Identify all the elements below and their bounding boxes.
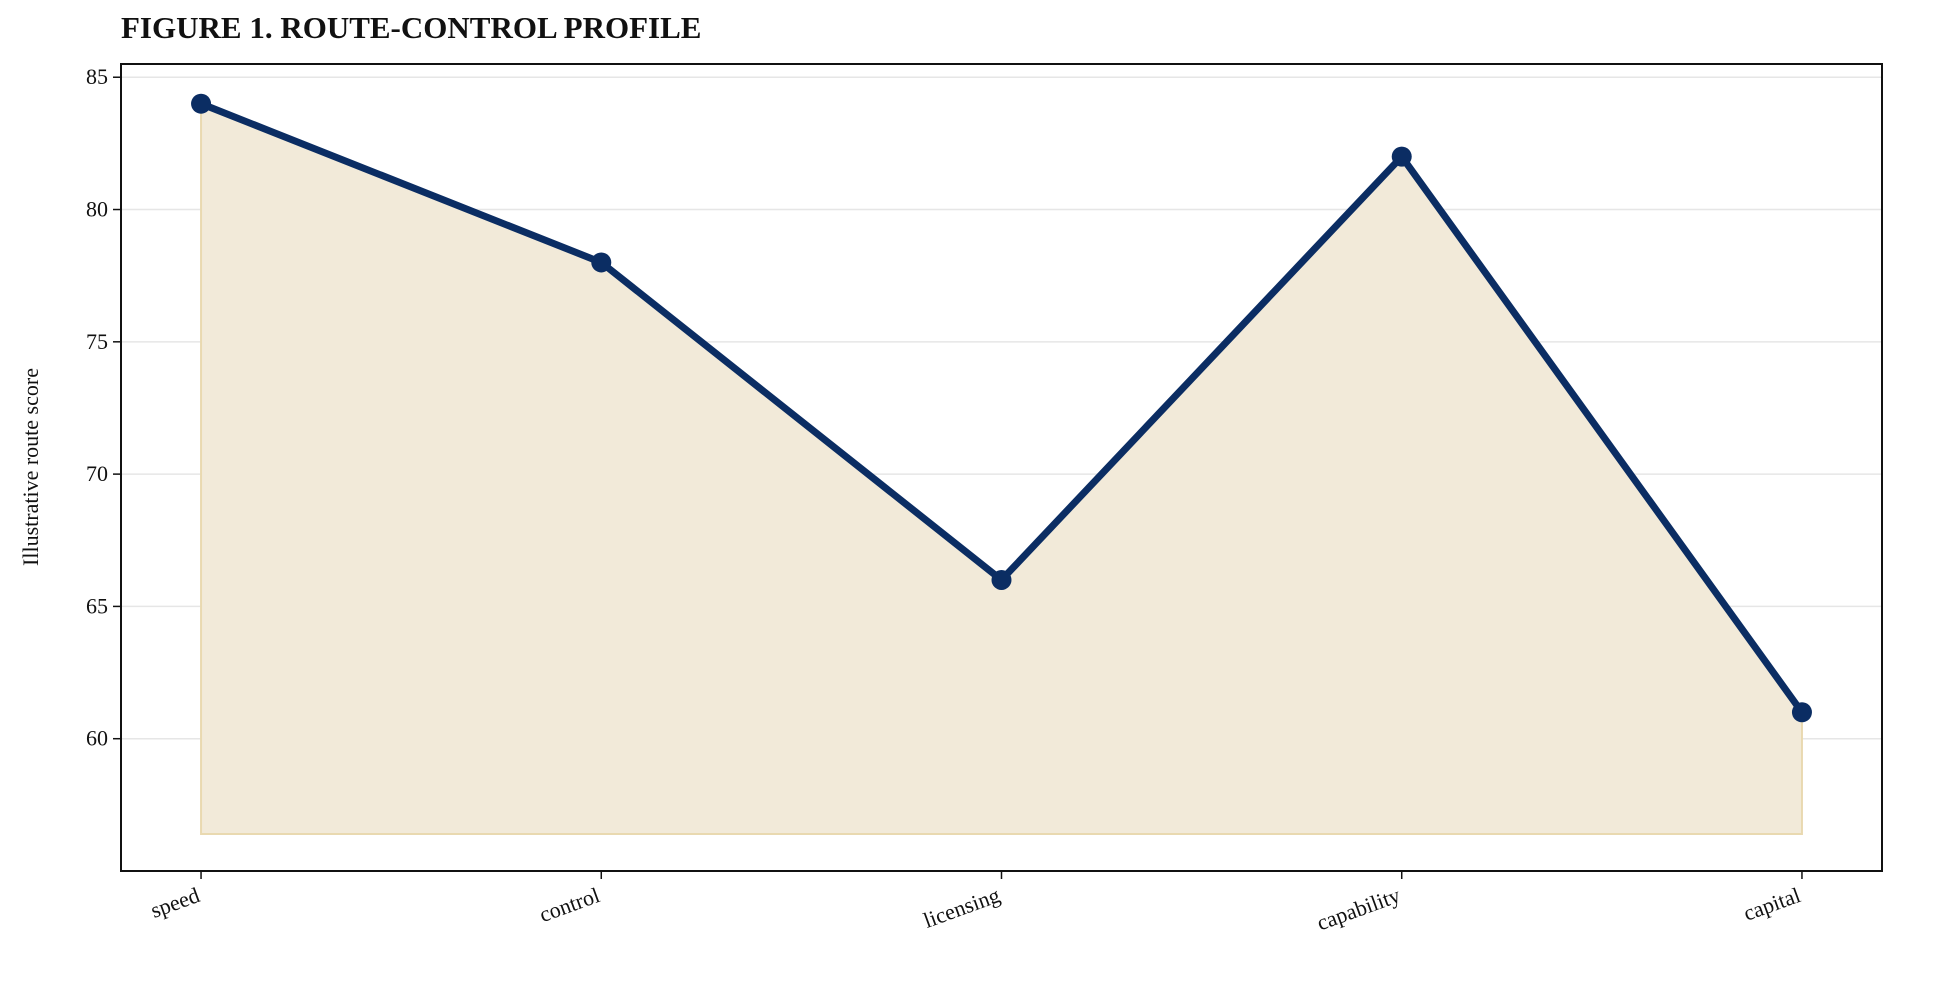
plot-frame — [120, 63, 1883, 872]
chart-title: FIGURE 1. ROUTE-CONTROL PROFILE — [121, 10, 701, 45]
area — [200, 102, 1803, 835]
x-tick-label: speed — [147, 882, 203, 923]
x-tick-label: licensing — [920, 882, 1003, 933]
marker — [991, 569, 1012, 590]
x-tick-label: control — [536, 882, 603, 927]
y-tick-label: 75 — [86, 329, 108, 354]
y-tick-label: 65 — [86, 593, 108, 618]
marker — [191, 93, 212, 114]
marker — [1791, 702, 1812, 723]
y-tick-label: 85 — [86, 64, 108, 89]
marker — [1391, 146, 1412, 167]
y-axis-label: Illustrative route score — [18, 368, 43, 566]
x-tick-label: capability — [1313, 882, 1403, 935]
x-tick-label: capital — [1740, 882, 1804, 926]
marker — [591, 252, 612, 273]
y-tick-label: 70 — [86, 461, 108, 486]
y-tick-label: 60 — [86, 726, 108, 751]
y-tick-label: 80 — [86, 197, 108, 222]
